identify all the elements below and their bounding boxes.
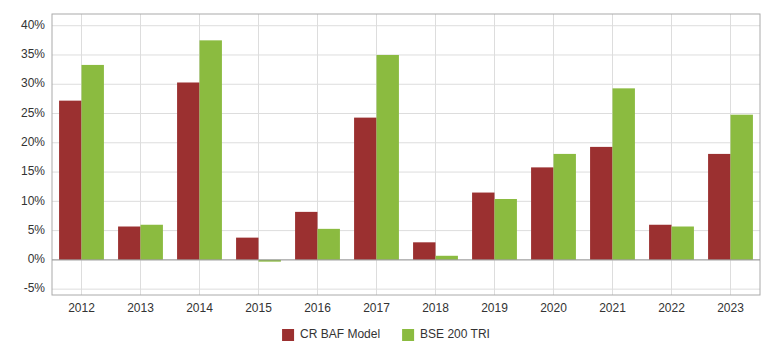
bar xyxy=(472,193,494,260)
x-tick-label: 2018 xyxy=(422,301,449,315)
bar xyxy=(495,199,517,260)
bar xyxy=(236,238,258,260)
zero-line xyxy=(52,259,760,260)
legend: CR BAF Model BSE 200 TRI xyxy=(282,327,490,341)
bar xyxy=(708,154,730,260)
y-tick-label: 5% xyxy=(28,223,46,237)
bar xyxy=(354,118,376,260)
y-tick-label: 10% xyxy=(21,194,45,208)
x-tick-label: 2015 xyxy=(245,301,272,315)
page: {"chart_data": { "type": "bar", "categor… xyxy=(0,0,772,357)
bar xyxy=(613,88,635,260)
bar xyxy=(59,101,81,260)
series-bars xyxy=(82,40,753,261)
y-grid-line xyxy=(52,259,760,260)
bar xyxy=(531,167,553,259)
plot-frame xyxy=(52,14,760,295)
bar xyxy=(141,225,163,260)
bar xyxy=(590,147,612,260)
y-grid-line xyxy=(52,84,760,85)
grid xyxy=(52,14,760,295)
x-tick-label: 2023 xyxy=(717,301,744,315)
x-tick-label: 2016 xyxy=(304,301,331,315)
x-tick-label: 2012 xyxy=(68,301,95,315)
bar xyxy=(413,242,435,260)
y-tick-label: 25% xyxy=(21,106,45,120)
legend-item: BSE 200 TRI xyxy=(402,327,490,341)
chart: -5% 0% 5% 10% 15% 20% 25% 30% 35% 40% 2012 2013 2014… xyxy=(0,0,772,357)
y-tick-label: 35% xyxy=(21,47,45,61)
bar xyxy=(318,229,340,260)
y-axis: -5% 0% 5% 10% 15% 20% 25% 30% 35% 40% xyxy=(21,18,45,295)
y-grid-line xyxy=(52,25,760,26)
legend-item: CR BAF Model xyxy=(282,327,380,341)
x-tick-label: 2013 xyxy=(127,301,154,315)
y-tick-label: 40% xyxy=(21,18,45,32)
bar xyxy=(118,227,140,260)
y-grid-line xyxy=(52,201,760,202)
bar xyxy=(672,227,694,260)
bar xyxy=(731,115,753,260)
legend-label: CR BAF Model xyxy=(300,327,380,341)
x-tick-label: 2019 xyxy=(481,301,508,315)
x-tick-label: 2021 xyxy=(599,301,626,315)
y-tick-label: 30% xyxy=(21,76,45,90)
legend-label: BSE 200 TRI xyxy=(420,327,490,341)
bar xyxy=(377,55,399,260)
y-grid-line xyxy=(52,54,760,55)
bar xyxy=(295,212,317,260)
x-axis: 2012 2013 2014 2015 2016 2017 2018 2019 2020 2021… xyxy=(68,301,744,315)
legend-swatch xyxy=(282,329,294,341)
y-tick-label: -5% xyxy=(24,281,46,295)
bars xyxy=(59,40,753,261)
bar xyxy=(82,65,104,260)
x-tick-label: 2020 xyxy=(540,301,567,315)
y-grid-line xyxy=(52,289,760,290)
bar xyxy=(177,82,199,259)
y-grid-line xyxy=(52,172,760,173)
y-tick-label: 15% xyxy=(21,164,45,178)
x-tick-label: 2014 xyxy=(186,301,213,315)
y-tick-label: 0% xyxy=(28,252,46,266)
bar xyxy=(436,256,458,260)
x-tick-label: 2022 xyxy=(658,301,685,315)
y-grid-line xyxy=(52,113,760,114)
y-grid-line xyxy=(52,142,760,143)
bar xyxy=(554,154,576,260)
x-tick-label: 2017 xyxy=(363,301,390,315)
bar xyxy=(649,225,671,260)
y-tick-label: 20% xyxy=(21,135,45,149)
legend-swatch xyxy=(402,329,414,341)
bar xyxy=(200,40,222,260)
